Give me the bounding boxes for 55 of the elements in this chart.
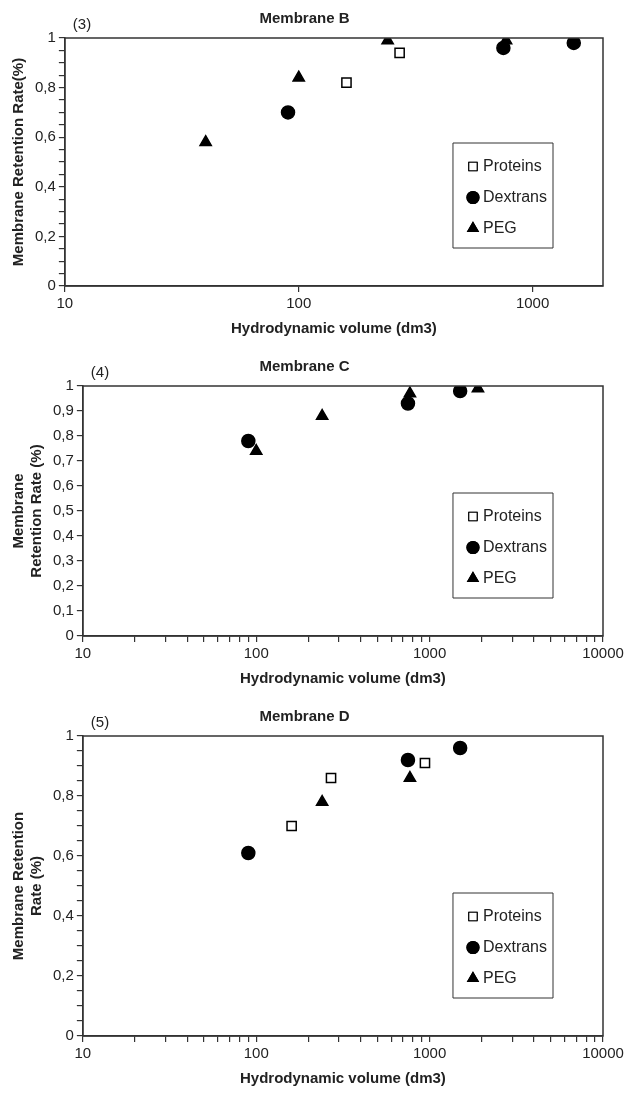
x-tick-label: 10000	[582, 644, 624, 662]
y-tick-label: 0,6	[52, 846, 74, 864]
legend-label: Proteins	[482, 506, 542, 524]
legend-label: Dextrans	[482, 537, 548, 555]
x-tick-label: 100	[243, 1044, 269, 1062]
y-tick-label: 0,2	[34, 226, 56, 244]
x-tick-label: 1000	[412, 1044, 447, 1062]
y-tick-label: 0	[65, 626, 74, 644]
legend-label: PEG	[482, 568, 517, 586]
y-tick-label: 0,8	[34, 77, 56, 95]
y-tick-label: 0,4	[52, 526, 74, 544]
chart-title: Membrane D	[259, 707, 350, 725]
y-axis-title: Membrane Retention Rate (%)	[9, 811, 45, 961]
x-tick-label: 1000	[515, 294, 550, 312]
y-tick-label: 0,6	[34, 127, 56, 145]
y-tick-label: 0,5	[52, 501, 74, 519]
y-tick-label: 0	[65, 1026, 74, 1044]
y-tick-label: 0,2	[52, 966, 74, 984]
legend-label: Dextrans	[482, 187, 548, 205]
y-axis-title: Membrane Retention Rate (%)	[9, 444, 45, 578]
chart-title: Membrane C	[259, 357, 350, 375]
chart-title: Membrane B	[259, 9, 350, 27]
y-tick-label: 0,9	[52, 401, 74, 419]
y-tick-label: 0,2	[52, 576, 74, 594]
y-tick-label: 1	[47, 28, 56, 46]
x-axis-title: Hydrodynamic volume (dm3)	[230, 319, 437, 337]
y-tick-label: 0,8	[52, 426, 74, 444]
y-tick-label: 0,6	[52, 476, 74, 494]
y-tick-label: 0,4	[52, 906, 74, 924]
y-tick-label: 1	[65, 376, 74, 394]
legend-label: Proteins	[482, 906, 542, 924]
x-tick-label: 100	[286, 294, 312, 312]
y-tick-label: 0,3	[52, 551, 74, 569]
x-tick-label: 10	[74, 644, 92, 662]
x-tick-label: 100	[243, 644, 269, 662]
x-tick-label: 10000	[582, 1044, 624, 1062]
y-tick-label: 0,7	[52, 451, 74, 469]
y-tick-label: 0,8	[52, 786, 74, 804]
text: (5)	[90, 712, 110, 730]
legend-label: Proteins	[482, 156, 542, 174]
x-tick-label: 10	[56, 294, 74, 312]
x-axis-title: Hydrodynamic volume (dm3)	[239, 669, 446, 687]
x-axis-title: Hydrodynamic volume (dm3)	[239, 1069, 446, 1087]
y-tick-label: 0,4	[34, 176, 56, 194]
y-tick-label: 1	[65, 726, 74, 744]
y-tick-label: 0	[47, 276, 56, 294]
x-tick-label: 1000	[412, 644, 447, 662]
x-tick-label: 10	[74, 1044, 92, 1062]
text: (4)	[90, 362, 110, 380]
text: (3)	[72, 14, 92, 32]
legend-label: Dextrans	[482, 937, 548, 955]
legend-label: PEG	[482, 218, 517, 236]
legend-label: PEG	[482, 968, 517, 986]
y-tick-label: 0,1	[52, 601, 74, 619]
y-axis-title: Membrane Retention Rate(%)	[9, 57, 27, 267]
